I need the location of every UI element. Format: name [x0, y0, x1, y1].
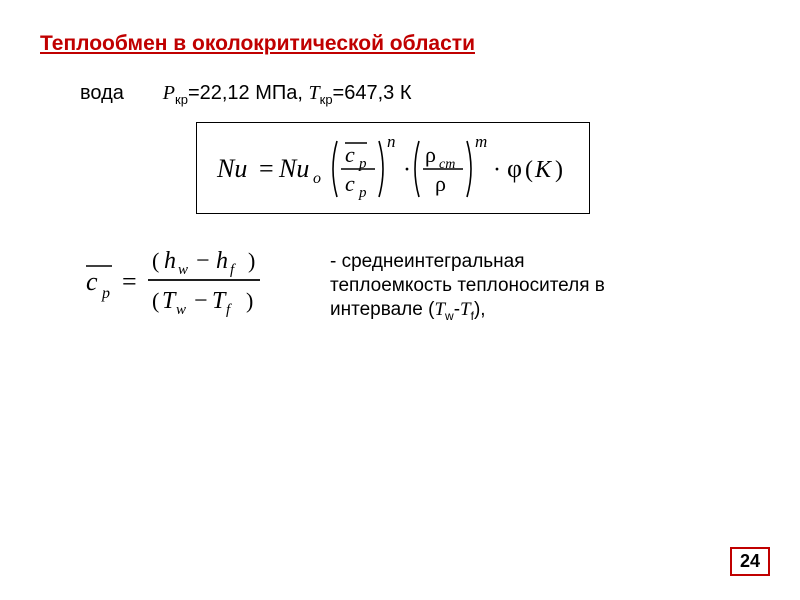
- svg-text:w: w: [178, 262, 188, 278]
- description-text: - среднеинтегральная теплоемкость теплон…: [330, 250, 650, 323]
- svg-text:φ: φ: [507, 154, 522, 183]
- svg-text:c: c: [345, 142, 355, 167]
- svg-text:·: ·: [493, 157, 501, 183]
- desc-t1sub: w: [445, 308, 454, 322]
- svg-text:=: =: [122, 267, 137, 296]
- svg-text:K: K: [534, 157, 553, 183]
- subtitle-line: вода Pкр=22,12 МПа, Tкр=647,3 К: [80, 82, 411, 107]
- svg-text:p: p: [101, 285, 110, 302]
- main-formula-svg: Nu = Nu o c p c p n · ρ ст ρ: [213, 129, 573, 209]
- svg-text:=: =: [259, 154, 274, 183]
- svg-text:Nu: Nu: [278, 154, 309, 183]
- p-sub: кр: [175, 92, 188, 107]
- page-title: Теплообмен в околокритической области: [40, 32, 475, 56]
- water-label: вода: [80, 82, 124, 104]
- t-symbol: T: [309, 82, 320, 104]
- svg-text:c: c: [345, 171, 355, 196]
- svg-text:h: h: [216, 248, 228, 274]
- svg-text:ρ: ρ: [435, 171, 446, 196]
- svg-text:f: f: [226, 302, 232, 318]
- p-value: =22,12 МПа,: [188, 82, 309, 104]
- svg-text:f: f: [230, 262, 236, 278]
- svg-text:T: T: [162, 288, 177, 314]
- svg-text:n: n: [387, 132, 396, 151]
- p-symbol: P: [163, 82, 175, 104]
- t-value: =647,3 К: [333, 82, 412, 104]
- svg-text:c: c: [86, 267, 98, 296]
- svg-text:o: o: [313, 170, 321, 187]
- svg-text:): ): [248, 248, 255, 273]
- page-number: 24: [730, 547, 770, 576]
- svg-text:ρ: ρ: [425, 142, 436, 167]
- svg-text:): ): [246, 288, 253, 313]
- svg-text:−: −: [196, 248, 210, 274]
- svg-text:m: m: [475, 132, 487, 151]
- desc-t2: T: [460, 299, 471, 320]
- svg-text:Nu: Nu: [216, 154, 247, 183]
- svg-text:(: (: [525, 157, 533, 183]
- svg-text:(: (: [152, 288, 159, 313]
- svg-text:): ): [555, 157, 563, 183]
- svg-text:·: ·: [403, 157, 411, 183]
- svg-text:w: w: [176, 302, 186, 318]
- desc-suffix: ),: [474, 299, 486, 320]
- cp-formula: c p = ( h w − h f ) ( T w − T f ): [80, 236, 320, 331]
- svg-text:(: (: [152, 248, 159, 273]
- cp-formula-svg: c p = ( h w − h f ) ( T w − T f ): [80, 236, 320, 326]
- desc-t1: T: [434, 299, 445, 320]
- main-formula-box: Nu = Nu o c p c p n · ρ ст ρ: [196, 122, 590, 214]
- svg-text:p: p: [358, 185, 367, 201]
- svg-text:h: h: [164, 248, 176, 274]
- svg-text:T: T: [212, 288, 227, 314]
- t-sub: кр: [320, 92, 333, 107]
- svg-text:−: −: [194, 288, 208, 314]
